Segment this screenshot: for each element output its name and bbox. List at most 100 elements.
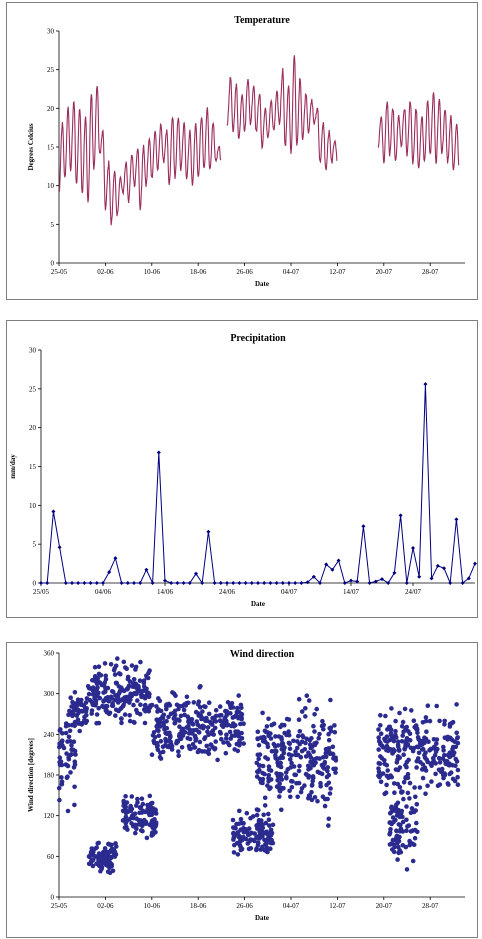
precipitation-point	[262, 581, 267, 585]
wind-direction-point	[177, 703, 182, 709]
precipitation-point	[361, 524, 366, 529]
wind-direction-point	[265, 741, 270, 747]
x-tick-label: 24/07	[405, 588, 421, 596]
wind-direction-point	[333, 770, 338, 775]
wind-direction-point	[378, 723, 383, 728]
temperature-chart-panel: Temperature 0 5 10 15 20 25 30 25-05 02-06 10-06 18…	[6, 2, 478, 300]
wind-direction-point	[136, 684, 141, 690]
wind-direction-point	[63, 723, 69, 729]
precipitation-point	[336, 558, 341, 563]
wind-direction-point	[395, 744, 401, 749]
x-tick-label: 18-06	[190, 268, 207, 276]
wind-direction-point	[133, 664, 139, 670]
wind-direction-point	[280, 755, 286, 761]
precipitation-point	[311, 574, 316, 579]
precipitation-point	[305, 580, 310, 585]
wind-direction-point	[270, 822, 276, 828]
wind-direction-point	[142, 720, 148, 726]
wind-direction-point	[166, 714, 171, 720]
wind-direction-point	[299, 709, 305, 714]
wind-direction-point	[96, 664, 102, 669]
wind-direction-point	[239, 711, 245, 717]
wind-direction-point	[245, 841, 251, 846]
x-tick-label: 10-06	[144, 902, 161, 910]
wind-direction-point	[124, 666, 129, 671]
wind-direction-point	[254, 807, 260, 812]
wind-direction-point	[331, 766, 336, 772]
wind-direction-point	[424, 729, 429, 734]
wind-direction-point	[72, 719, 78, 725]
wind-direction-point	[386, 775, 391, 781]
wind-direction-point	[429, 760, 435, 766]
precipitation-point	[194, 571, 198, 576]
precipitation-point	[349, 578, 353, 583]
wind-direction-point	[144, 686, 149, 692]
wind-direction-point	[107, 859, 112, 865]
wind-direction-point	[234, 821, 239, 827]
wind-direction-point	[297, 741, 303, 747]
wind-direction-point	[176, 753, 181, 759]
wind-direction-point	[435, 746, 440, 752]
y-tick-label: 300	[44, 690, 55, 698]
precipitation-point	[107, 570, 112, 575]
wind-direction-point	[279, 807, 284, 813]
wind-direction-point	[209, 722, 215, 727]
wind-direction-point	[430, 755, 436, 761]
wind-direction-point	[162, 727, 167, 732]
wind-direction-point	[416, 744, 421, 750]
wind-direction-point	[424, 757, 430, 762]
wind-direction-point	[304, 693, 310, 698]
wind-direction-point	[63, 762, 69, 767]
wind-direction-point	[431, 737, 437, 742]
chart-title: Temperature	[234, 15, 290, 26]
wind-direction-point	[308, 745, 314, 751]
wind-direction-point	[152, 734, 158, 740]
precipitation-point	[373, 579, 378, 584]
wind-direction-point	[234, 741, 240, 747]
wind-direction-point	[232, 842, 237, 848]
wind-direction-point	[300, 734, 306, 740]
wind-direction-point	[455, 774, 460, 780]
wind-direction-point	[97, 680, 103, 685]
wind-direction-point	[391, 781, 397, 786]
wind-direction-point	[260, 780, 265, 786]
wind-direction-point	[409, 806, 415, 811]
wind-direction-point	[416, 736, 421, 742]
wind-direction-point	[67, 728, 73, 734]
wind-direction-point	[137, 810, 142, 816]
wind-direction-point	[423, 715, 429, 720]
precipitation-point	[125, 581, 130, 585]
wind-direction-point	[112, 852, 118, 857]
wind-direction-point	[320, 718, 325, 724]
wind-direction-point	[238, 838, 243, 844]
wind-direction-point	[213, 719, 219, 724]
wind-direction-point	[254, 834, 259, 839]
x-tick-label: 14/07	[343, 588, 359, 596]
wind-direction-point	[246, 846, 252, 852]
wind-direction-point	[422, 740, 427, 746]
wind-direction-point	[79, 708, 85, 714]
wind-direction-point	[255, 729, 261, 735]
wind-direction-point	[206, 747, 212, 752]
wind-direction-point	[260, 825, 266, 831]
y-tick-label: 0	[33, 580, 37, 588]
precipitation-point	[435, 563, 440, 568]
wind-direction-point	[108, 855, 113, 861]
wind-direction-point	[306, 750, 311, 756]
wind-direction-point	[311, 723, 316, 729]
wind-direction-point	[113, 707, 119, 713]
wind-direction-point	[447, 750, 453, 755]
wind-direction-point	[69, 722, 75, 728]
wind-direction-point	[195, 749, 201, 755]
precipitation-point	[423, 382, 428, 387]
wind-direction-point	[396, 748, 402, 753]
wind-direction-point	[177, 724, 182, 729]
wind-direction-point	[182, 712, 187, 718]
wind-direction-point	[379, 756, 385, 761]
wind-direction-point	[137, 678, 143, 683]
wind-direction-point	[260, 844, 265, 850]
wind-direction-point	[262, 837, 267, 843]
wind-direction-chart-panel: Wind direction 0 60 120 180 240 300 360 25-05 02-…	[6, 642, 478, 938]
wind-direction-point	[268, 832, 274, 838]
wind-direction-point	[198, 713, 204, 718]
